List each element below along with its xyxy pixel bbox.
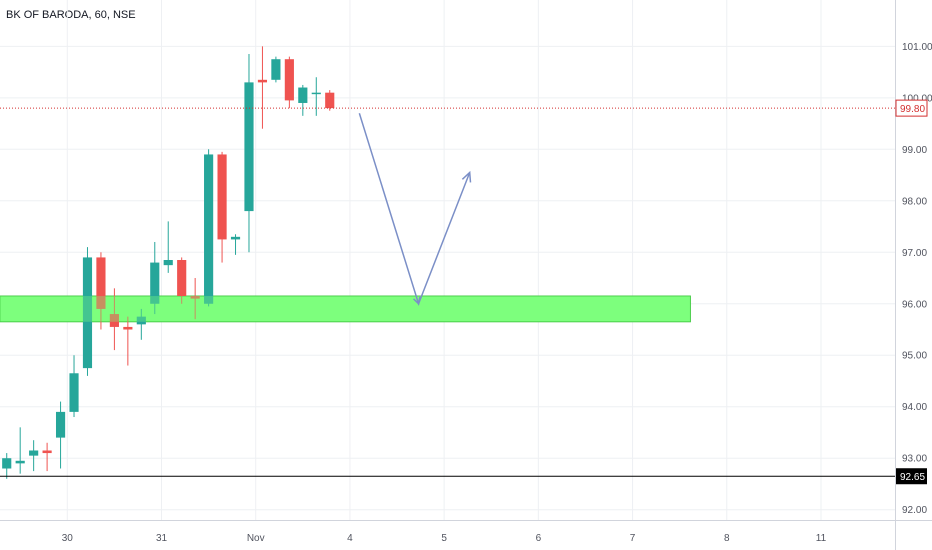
candle-body xyxy=(150,262,160,304)
symbol-title: BK OF BARODA, 60, NSE xyxy=(6,9,136,21)
candle-body xyxy=(15,460,25,464)
candle xyxy=(29,440,39,472)
candle xyxy=(82,247,93,376)
candle xyxy=(150,241,160,315)
x-tick-label: 6 xyxy=(536,533,542,544)
candle-body xyxy=(82,257,93,369)
candle-body xyxy=(244,82,254,212)
candle xyxy=(177,257,187,304)
candles xyxy=(2,46,335,479)
y-tick-label: 99.00 xyxy=(902,145,927,156)
x-tick-label: 8 xyxy=(724,533,730,544)
candle xyxy=(109,288,119,351)
candle-body xyxy=(217,154,227,240)
projection-arrow xyxy=(358,113,471,307)
candle xyxy=(217,151,227,263)
candle xyxy=(325,90,335,111)
candle xyxy=(257,46,268,129)
horizontal-line-badge xyxy=(896,468,927,485)
candle-body xyxy=(190,296,200,299)
candle xyxy=(69,355,79,418)
candle-body xyxy=(177,260,187,297)
y-tick-label: 96.00 xyxy=(902,299,927,310)
x-tick-label: 31 xyxy=(156,533,168,544)
candle xyxy=(311,77,321,116)
x-tick-label: 4 xyxy=(347,533,353,544)
candle-body xyxy=(257,79,268,83)
candle xyxy=(298,84,308,116)
candle-body xyxy=(123,326,133,330)
candle xyxy=(2,453,12,479)
candle xyxy=(244,54,254,253)
y-tick-label: 94.00 xyxy=(902,402,927,413)
y-tick-label: 101.00 xyxy=(902,42,932,53)
candle xyxy=(204,149,214,307)
candle-body xyxy=(311,92,321,95)
candle xyxy=(163,221,173,273)
candle-body xyxy=(136,316,146,325)
candle-body xyxy=(271,59,281,80)
projection-arrow-head xyxy=(461,170,472,183)
y-tick-label: 93.00 xyxy=(902,454,927,465)
candle xyxy=(55,401,66,469)
x-tick-label: Nov xyxy=(247,533,265,544)
candle xyxy=(190,278,200,320)
horizontal-line-label: 92.65 xyxy=(900,472,925,483)
grid-lines xyxy=(0,0,895,520)
candle-body xyxy=(163,260,173,266)
last-price-badge xyxy=(895,99,928,117)
candle-body xyxy=(29,450,39,456)
candle-body xyxy=(55,411,66,438)
candle-body xyxy=(96,257,106,309)
last-price-label: 99.80 xyxy=(900,104,925,115)
candle-body xyxy=(109,314,119,327)
y-tick-label: 98.00 xyxy=(902,196,927,207)
candle-body xyxy=(42,450,52,454)
y-tick-label: 97.00 xyxy=(902,248,927,259)
candle-body xyxy=(69,373,79,412)
x-tick-label: 5 xyxy=(441,533,447,544)
x-tick-label: 7 xyxy=(630,533,636,544)
candle xyxy=(15,427,25,474)
candle-body xyxy=(298,87,308,103)
candle xyxy=(271,56,281,83)
candle-body xyxy=(230,236,241,240)
candle-body xyxy=(325,92,335,109)
candle-body xyxy=(284,59,294,101)
x-tick-label: 11 xyxy=(816,533,827,544)
candle xyxy=(136,308,146,340)
y-tick-label: 95.00 xyxy=(902,351,927,362)
y-tick-label: 100.00 xyxy=(902,93,932,104)
x-tick-label: 30 xyxy=(62,533,74,544)
support-zone-overlay xyxy=(0,296,691,322)
projection-arrow-pivot xyxy=(413,296,421,306)
candle xyxy=(284,56,294,109)
candle xyxy=(230,234,241,255)
candle xyxy=(123,316,133,366)
candle xyxy=(42,442,52,472)
candle-body xyxy=(2,458,12,469)
candle-body xyxy=(204,154,214,304)
y-tick-label: 92.00 xyxy=(902,505,927,516)
candle xyxy=(96,252,106,330)
